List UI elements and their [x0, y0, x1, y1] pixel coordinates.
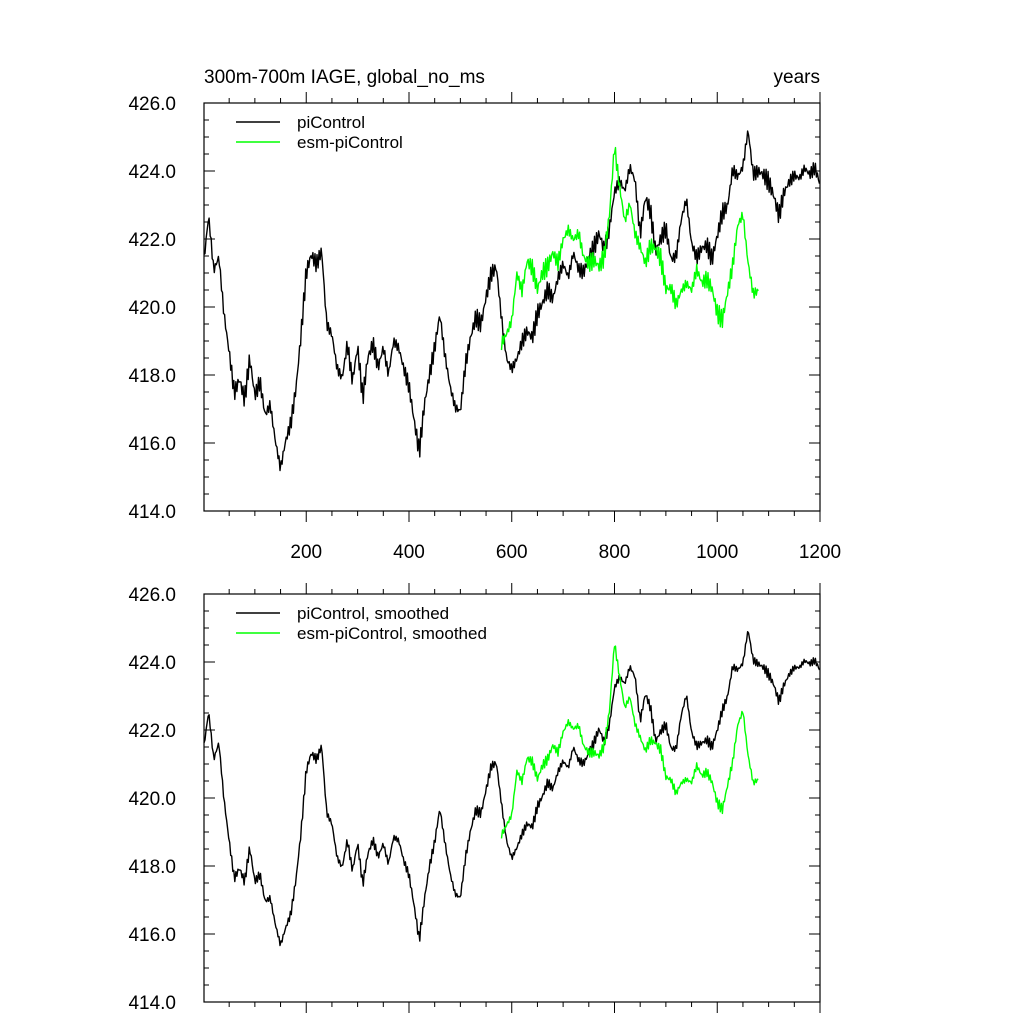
y-tick-label: 416.0: [128, 925, 176, 946]
series-line-piControl: [203, 130, 821, 472]
legend-label-esm-piControl: esm-piControl: [297, 133, 403, 152]
y-tick-label: 422.0: [128, 230, 176, 251]
top-plot-area: [203, 130, 821, 472]
chart-right-title: years: [774, 67, 820, 88]
y-tick-label: 426.0: [128, 94, 176, 115]
y-tick-label: 424.0: [128, 653, 176, 674]
y-tick-label: 426.0: [128, 585, 176, 606]
top-legend: piControl esm-piControl: [236, 113, 403, 152]
bottom-plot-area: [203, 631, 821, 947]
x-tick-label: 400: [393, 542, 425, 563]
y-tick-label: 418.0: [128, 857, 176, 878]
bottom-axis-ticks: 414.0 416.0 418.0 420.0 422.0 424.0 426.0: [128, 583, 821, 1014]
chart-title: 300m-700m IAGE, global_no_ms: [204, 67, 485, 88]
bottom-axes-frame: [203, 593, 821, 1003]
x-tick-label: 800: [599, 542, 631, 563]
top-axes-frame: [203, 102, 821, 512]
series-line-esm-piControl: [500, 146, 759, 351]
x-tick-label: 600: [496, 542, 528, 563]
y-tick-label: 414.0: [128, 502, 176, 523]
bottom-legend: piControl, smoothed esm-piControl, smoot…: [236, 604, 487, 643]
y-tick-label: 416.0: [128, 434, 176, 455]
y-tick-label: 420.0: [128, 789, 176, 810]
x-tick-label: 200: [290, 542, 322, 563]
x-tick-label: 1200: [799, 542, 841, 563]
bottom-panel: 414.0 416.0 418.0 420.0 422.0 424.0 426.0 piCo…: [128, 583, 821, 1014]
y-tick-label: 420.0: [128, 298, 176, 319]
legend-label-piControl-smoothed: piControl, smoothed: [297, 604, 449, 623]
legend-label-esm-piControl-smoothed: esm-piControl, smoothed: [297, 624, 487, 643]
y-tick-label: 424.0: [128, 162, 176, 183]
y-tick-label: 422.0: [128, 721, 176, 742]
y-tick-label: 414.0: [128, 993, 176, 1014]
top-axis-ticks: 414.0 416.0 418.0 420.0 422.0 424.0 426.0 200 40…: [128, 92, 841, 563]
series-line-esm-piControl: [500, 645, 759, 839]
series-line-piControl: [203, 631, 821, 947]
legend-label-piControl: piControl: [297, 113, 365, 132]
top-panel: 300m-700m IAGE, global_no_ms years 414.0…: [128, 67, 841, 563]
y-tick-label: 418.0: [128, 366, 176, 387]
x-tick-label: 1000: [696, 542, 738, 563]
